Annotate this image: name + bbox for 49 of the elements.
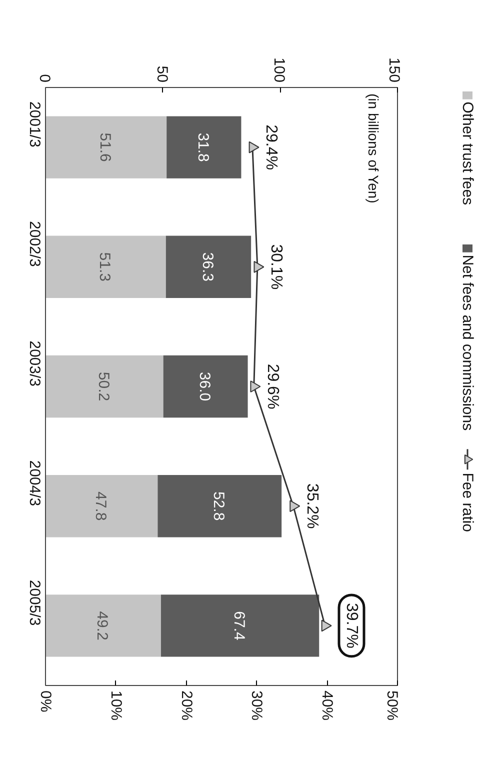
bar <box>166 236 252 298</box>
data-label: 50.2 <box>94 372 112 402</box>
x-tick-label: 100 <box>270 57 288 83</box>
legend-label: Other trust fees <box>459 102 476 206</box>
x2-tick-label: 0% <box>37 690 54 712</box>
x-tick-label: 50 <box>153 66 170 83</box>
x2-tick-label: 40% <box>318 690 336 721</box>
x2-tick-label: 30% <box>248 690 266 721</box>
point <box>254 260 264 273</box>
bar <box>46 475 158 538</box>
y-tick-label: 2001/3 <box>26 101 43 148</box>
data-label: 67.4 <box>230 611 248 640</box>
point <box>290 500 300 512</box>
point <box>321 620 332 632</box>
data-label: 49.2 <box>94 611 111 640</box>
bar <box>158 475 282 538</box>
x2-tick-label: 20% <box>178 690 195 721</box>
data-label: 36.0 <box>196 372 214 402</box>
data-label: 35.2% <box>303 483 320 529</box>
data-label: 51.3 <box>96 252 114 282</box>
y-tick-label: 2003/3 <box>26 340 43 387</box>
bar <box>160 594 320 657</box>
point <box>250 380 261 392</box>
data-label: 30.1% <box>267 244 284 290</box>
data-label: 36.3 <box>198 252 216 282</box>
bar <box>166 116 242 178</box>
point <box>248 141 260 154</box>
data-label: 31.8 <box>194 132 212 162</box>
data-label: 47.8 <box>92 492 110 521</box>
data-label: 29.4% <box>262 124 280 170</box>
x-tick-label: 0 <box>36 74 53 82</box>
x2-tick-label: 50% <box>384 690 400 721</box>
legend-label: Net fees and commissions <box>459 254 476 431</box>
y-tick-label: 2002/3 <box>26 221 43 267</box>
bar <box>163 355 248 418</box>
bar <box>46 355 164 418</box>
bar <box>46 594 161 657</box>
bar <box>46 236 166 298</box>
annotation: (in billions of Yen) <box>366 94 382 204</box>
y-tick-label: 2005/3 <box>26 580 43 626</box>
y-tick-label: 2004/3 <box>26 460 43 506</box>
data-label: 51.6 <box>96 132 114 162</box>
data-label: 29.6% <box>264 364 281 410</box>
legend-label: Fee ratio <box>459 472 476 532</box>
x-tick-label: 150 <box>386 57 402 83</box>
data-label: 39.7% <box>342 603 360 648</box>
bar <box>46 116 167 178</box>
data-label: 52.8 <box>210 492 228 521</box>
x2-tick-label: 10% <box>107 690 124 721</box>
